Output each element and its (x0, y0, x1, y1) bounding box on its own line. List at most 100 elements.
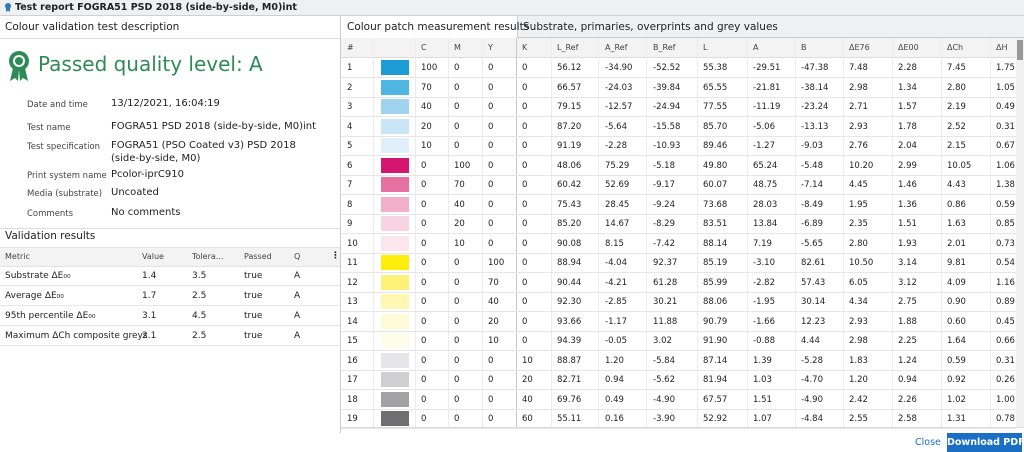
cell: 2.93 (849, 121, 868, 132)
cell: 3.5 (192, 271, 207, 281)
cell: -4.21 (605, 277, 627, 288)
cell: 49.80 (703, 160, 728, 171)
cell: 0.67 (996, 141, 1015, 151)
cell: 0 (522, 160, 528, 171)
cell: 2.58 (898, 414, 917, 424)
color-swatch (381, 294, 409, 309)
cell: 0 (488, 82, 494, 93)
row-line (341, 155, 1016, 156)
tab-inactive[interactable] (517, 16, 1024, 38)
cell: 0 (421, 219, 427, 229)
cell: 0.49 (996, 102, 1015, 112)
download-label[interactable]: Download PDF (947, 437, 1024, 448)
cell: 7 (347, 180, 353, 190)
close-button[interactable]: Close (915, 437, 941, 448)
cell: -52.52 (653, 63, 681, 73)
window-title: Test report FOGRA51 PSD 2018 (side-by-si… (15, 2, 297, 13)
cell: 20 (421, 121, 432, 132)
cell: 4.45 (849, 180, 868, 190)
cell: 11.88 (653, 316, 678, 327)
cell: 2.1 (142, 331, 157, 341)
cell: 28.03 (753, 199, 778, 210)
cell: 40 (488, 297, 499, 307)
cell: -8.49 (801, 199, 823, 210)
color-swatch (381, 177, 409, 192)
ribbon-icon (9, 51, 29, 81)
cell: 10 (454, 238, 465, 249)
row-line (341, 428, 1016, 429)
cell: 12.23 (801, 316, 826, 327)
column-menu[interactable]: ⋮ (331, 251, 340, 261)
cell: 0 (421, 277, 427, 288)
column-separator (598, 38, 599, 427)
cell: 70 (488, 277, 499, 288)
cell: 0.85 (996, 219, 1015, 229)
color-swatch (381, 118, 409, 134)
cell: 0 (454, 297, 460, 307)
cell: 0.26 (996, 375, 1015, 385)
color-swatch (381, 391, 409, 407)
cell: 5 (347, 141, 353, 151)
cell: 0.78 (996, 414, 1015, 424)
cell: 0 (454, 82, 460, 93)
tab-label[interactable]: Substrate, primaries, overprints and gre… (523, 21, 778, 33)
cell: 0 (522, 102, 528, 112)
cell: 0 (454, 355, 460, 366)
cell: -0.88 (753, 336, 775, 346)
column-header: M (454, 43, 461, 52)
row-line (0, 305, 340, 306)
cell: -10.93 (653, 141, 681, 151)
cell: 88.87 (557, 355, 582, 366)
cell: 1.07 (753, 414, 772, 424)
column-header: A_Ref (605, 43, 628, 52)
cell: 0 (488, 355, 494, 366)
download-button[interactable] (947, 433, 1022, 452)
cell: 91.90 (703, 336, 728, 346)
cell: -5.18 (653, 160, 675, 171)
cell: 0.86 (947, 199, 966, 210)
row-line (341, 350, 1016, 351)
field-value: 13/12/2021, 16:04:19 (111, 98, 220, 109)
row-line (341, 135, 1016, 137)
cell: 1.03 (753, 375, 772, 385)
cell: -5.06 (753, 121, 775, 132)
column-header: Passed (244, 252, 272, 261)
cell: 2.55 (849, 414, 868, 424)
column-separator (415, 38, 416, 427)
row-line (341, 174, 1016, 176)
field-value: Uncoated (111, 187, 159, 198)
cell: 1.05 (996, 82, 1015, 93)
cell: 0 (454, 394, 460, 405)
cell: 0 (454, 336, 460, 346)
cell: 7.45 (947, 63, 966, 73)
cell: 1.34 (898, 82, 917, 93)
cell: -1.27 (753, 141, 775, 151)
cell: 0 (454, 258, 460, 268)
column-separator (646, 38, 647, 427)
cell: 85.70 (703, 121, 728, 132)
cell: 4.5 (192, 311, 207, 321)
cell: -11.19 (753, 102, 781, 112)
cell: 52.69 (605, 180, 630, 190)
scrollbar[interactable] (1016, 38, 1024, 427)
field-label: Comments (27, 209, 74, 219)
cell: 0 (421, 355, 427, 366)
cell: 6 (347, 160, 353, 171)
tab-label[interactable]: Colour patch measurement results (347, 21, 530, 33)
cell: -4.90 (653, 394, 675, 405)
cell: 10.20 (849, 160, 874, 171)
section-heading: Colour validation test description (5, 21, 180, 33)
cell: 0 (522, 336, 528, 346)
column-header: L (703, 43, 708, 52)
field-value: Pcolor-iprC910 (111, 169, 184, 180)
cell: 0 (488, 102, 494, 112)
cell: 2.01 (947, 238, 966, 249)
cell: 20 (522, 375, 533, 385)
cell: 40 (421, 102, 432, 112)
cell: 0 (522, 199, 528, 210)
scrollbar-thumb[interactable] (1017, 40, 1023, 60)
cell: 0 (522, 316, 528, 327)
cell: -9.17 (653, 180, 675, 190)
column-header: Metric (5, 252, 30, 261)
cell: 8 (347, 199, 353, 210)
